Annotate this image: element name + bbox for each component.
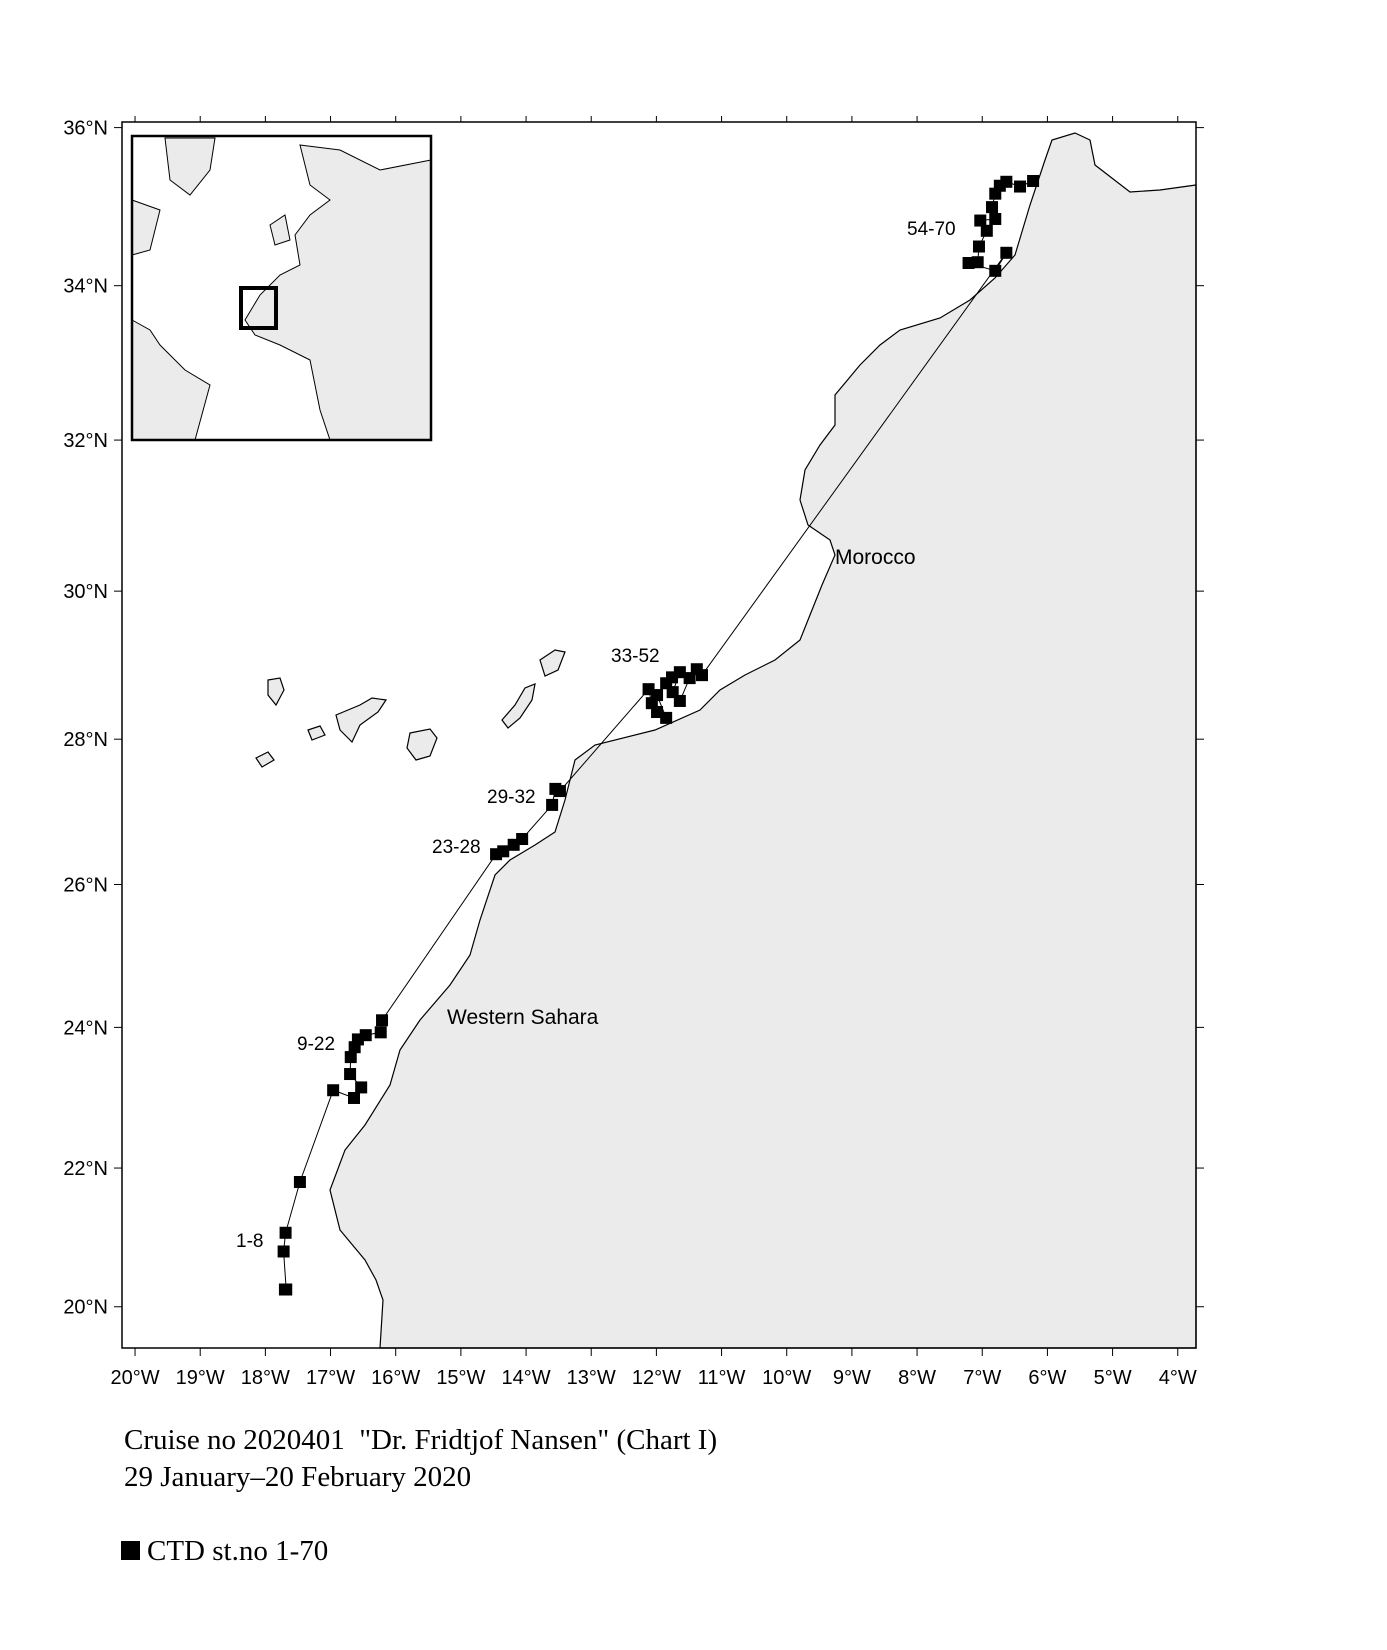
- ctd-station: [651, 689, 664, 702]
- y-tick-label: 24°N: [63, 1017, 108, 1039]
- y-tick-label: 36°N: [63, 118, 108, 140]
- ctd-station: [497, 845, 510, 858]
- x-tick-label: 8°W: [898, 1367, 936, 1389]
- x-tick-label: 11°W: [698, 1367, 746, 1389]
- ctd-station: [989, 212, 1002, 225]
- islands: [255, 649, 566, 768]
- station-group-label: 29-32: [487, 787, 536, 808]
- ctd-station: [348, 1091, 361, 1104]
- ctd-station: [972, 240, 985, 253]
- ctd-station: [696, 669, 709, 682]
- ctd-station: [1000, 175, 1013, 188]
- x-tick-label: 9°W: [833, 1367, 871, 1389]
- ctd-station: [374, 1026, 387, 1039]
- station-group-label: 1-8: [236, 1231, 263, 1252]
- x-tick-label: 18°W: [241, 1367, 290, 1389]
- ctd-station: [546, 798, 559, 811]
- x-tick-label: 10°W: [762, 1367, 811, 1389]
- ctd-station: [376, 1014, 389, 1027]
- ctd-station: [355, 1081, 368, 1094]
- ctd-station: [327, 1084, 340, 1097]
- x-tick-label: 4°W: [1159, 1367, 1197, 1389]
- ctd-station: [344, 1068, 357, 1081]
- ctd-station: [651, 706, 664, 719]
- ctd-station: [516, 833, 529, 846]
- ctd-station: [962, 256, 975, 269]
- ctd-station: [971, 256, 984, 269]
- x-tick-label: 13°W: [567, 1367, 616, 1389]
- ctd-station: [344, 1051, 357, 1064]
- ctd-station: [553, 785, 566, 798]
- legend-symbol: [121, 1541, 140, 1560]
- ctd-station: [673, 694, 686, 707]
- ctd-station: [1000, 246, 1013, 259]
- x-tick-label: 6°W: [1028, 1367, 1066, 1389]
- y-tick-label: 30°N: [63, 581, 108, 603]
- ctd-station: [1027, 174, 1040, 187]
- caption: 29 January–20 February 2020: [124, 1461, 471, 1493]
- ctd-station: [986, 201, 999, 214]
- land: [329, 132, 1197, 1349]
- ctd-station: [359, 1029, 372, 1042]
- ctd-station: [1014, 180, 1027, 193]
- ctd-station: [989, 264, 1002, 277]
- legend-label: CTD st.no 1-70: [147, 1535, 328, 1567]
- ctd-station: [280, 1283, 293, 1296]
- x-tick-label: 15°W: [436, 1367, 485, 1389]
- x-tick-label: 12°W: [632, 1367, 681, 1389]
- y-tick-label: 26°N: [63, 875, 108, 897]
- place-label: Western Sahara: [447, 1006, 599, 1029]
- y-tick-label: 28°N: [63, 729, 108, 751]
- ctd-station: [293, 1176, 306, 1189]
- x-tick-label: 16°W: [371, 1367, 420, 1389]
- station-group-label: 33-52: [611, 646, 660, 667]
- y-tick-label: 22°N: [63, 1158, 108, 1180]
- map-frame: [121, 121, 1197, 1349]
- ctd-station: [974, 214, 987, 227]
- x-tick-label: 5°W: [1094, 1367, 1132, 1389]
- y-tick-label: 34°N: [63, 276, 108, 298]
- station-group-label: 23-28: [432, 837, 481, 858]
- ctd-station: [660, 711, 673, 724]
- x-tick-label: 19°W: [176, 1367, 225, 1389]
- x-tick-label: 20°W: [110, 1367, 159, 1389]
- station-group-label: 54-70: [907, 219, 956, 240]
- x-tick-label: 7°W: [963, 1367, 1001, 1389]
- x-tick-label: 14°W: [501, 1367, 550, 1389]
- ctd-station: [279, 1226, 292, 1239]
- caption: Cruise no 2020401 "Dr. Fridtjof Nansen" …: [124, 1424, 717, 1456]
- ctd-station: [277, 1245, 290, 1258]
- ctd-station: [673, 666, 686, 679]
- y-tick-label: 20°N: [63, 1297, 108, 1319]
- x-tick-label: 17°W: [306, 1367, 355, 1389]
- ctd-station: [980, 224, 993, 237]
- inset-map: [130, 134, 433, 442]
- place-label: Morocco: [835, 546, 916, 569]
- station-group-label: 9-22: [297, 1034, 335, 1055]
- y-tick-label: 32°N: [63, 430, 108, 452]
